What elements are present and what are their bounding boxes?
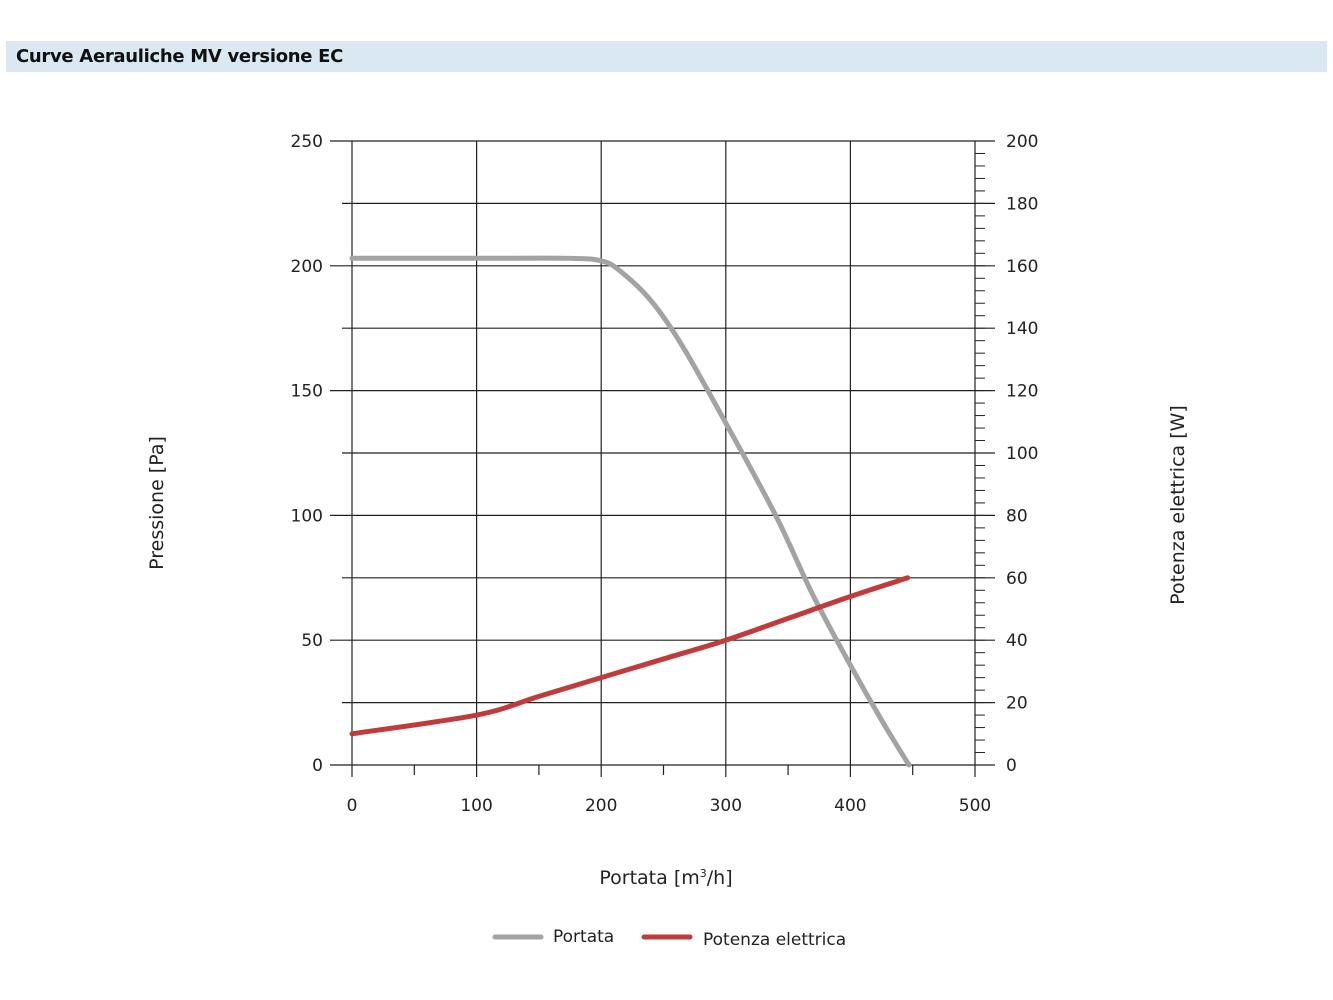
x-tick-label: 0 xyxy=(347,796,358,816)
y-left-tick-label: 0 xyxy=(312,756,323,776)
y-left-tick-label: 50 xyxy=(301,631,323,651)
y-right-tick-label: 20 xyxy=(1006,694,1028,714)
chart-series xyxy=(349,255,912,768)
x-tick-label: 400 xyxy=(834,796,866,816)
y-left-tick-label: 150 xyxy=(291,382,323,402)
x-axis-label: Portata [m3/h] xyxy=(599,867,732,889)
y-right-tick-label: 180 xyxy=(1006,194,1038,214)
legend-label-potenza: Potenza elettrica xyxy=(703,930,846,950)
title-bar: Curve Aerauliche MV versione EC xyxy=(6,41,1327,72)
y-left-tick-label: 200 xyxy=(291,257,323,277)
legend: Portata Potenza elettrica xyxy=(492,927,846,950)
y-right-tick-label: 0 xyxy=(1006,756,1017,776)
y-right-tick-label: 40 xyxy=(1006,631,1028,651)
y-right-tick-label: 120 xyxy=(1006,382,1038,402)
chart-ticks: 0 100 200 300 400 500 0 50 100 150 200 250 0 20 40 60 80… xyxy=(291,132,1039,816)
x-tick-label: 200 xyxy=(585,796,617,816)
y-axis-left-label: Pressione [Pa] xyxy=(146,436,168,570)
series-line-portata xyxy=(349,255,912,768)
y-right-tick-label: 200 xyxy=(1006,132,1038,152)
legend-label-portata: Portata xyxy=(553,927,614,947)
x-tick-label: 100 xyxy=(460,796,492,816)
x-tick-label: 500 xyxy=(959,796,991,816)
page-title: Curve Aerauliche MV versione EC xyxy=(16,46,344,67)
y-right-tick-label: 100 xyxy=(1006,444,1038,464)
y-right-tick-label: 60 xyxy=(1006,569,1028,589)
y-left-tick-label: 100 xyxy=(291,506,323,526)
series-line-potenza xyxy=(349,575,911,737)
y-axis-right-label: Potenza elettrica [W] xyxy=(1167,405,1189,605)
chart-grid xyxy=(330,140,995,777)
y-right-tick-label: 140 xyxy=(1006,319,1038,339)
y-right-tick-label: 160 xyxy=(1006,257,1038,277)
y-right-tick-label: 80 xyxy=(1006,506,1028,526)
y-left-tick-label: 250 xyxy=(291,132,323,152)
x-tick-label: 300 xyxy=(710,796,742,816)
